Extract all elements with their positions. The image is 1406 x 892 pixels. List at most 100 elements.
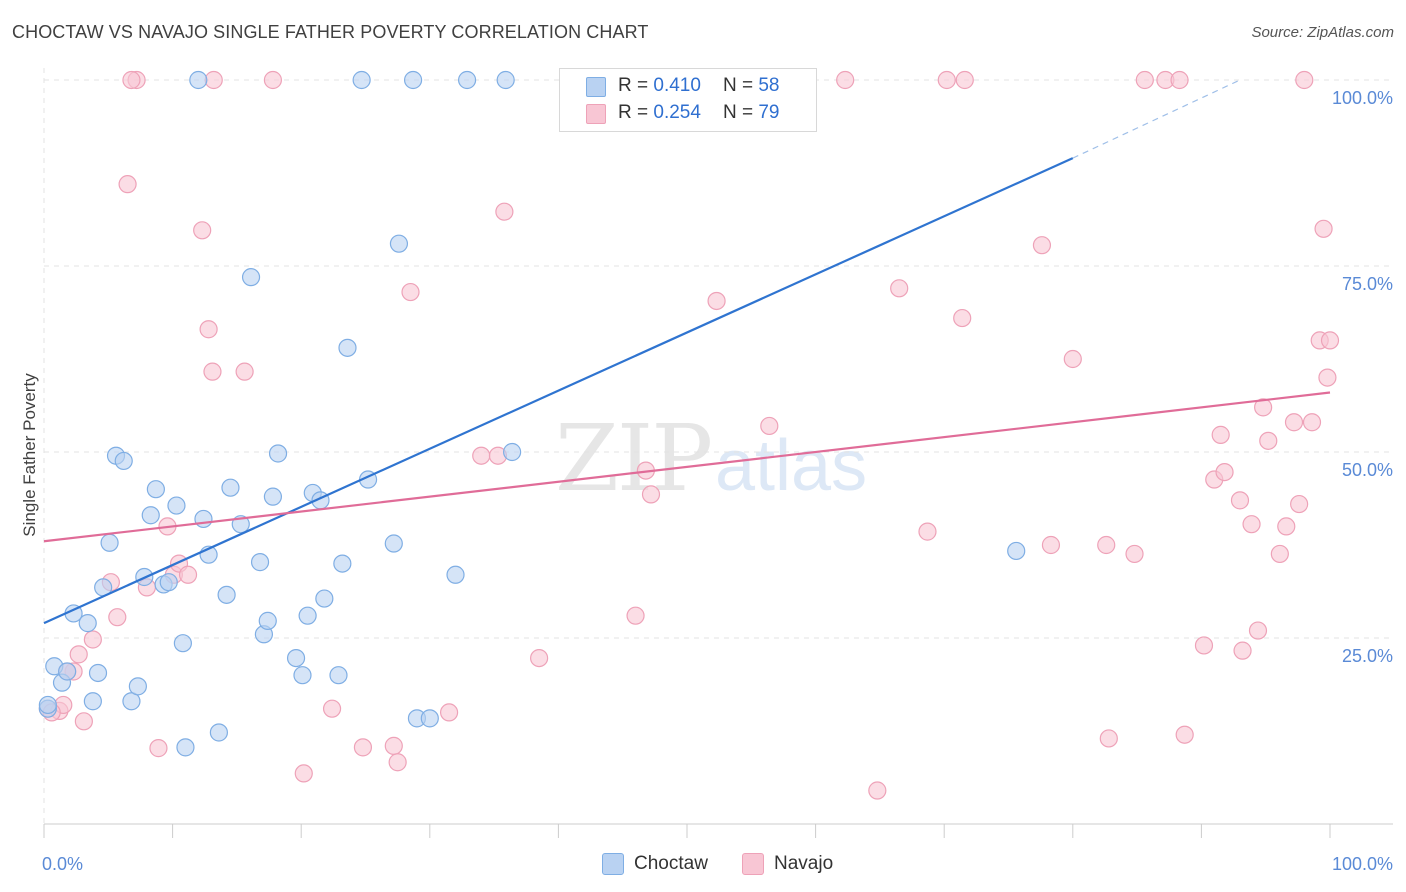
navajo-point — [1302, 413, 1322, 432]
choctaw-point — [159, 573, 178, 592]
navajo-point — [530, 648, 549, 668]
choctaw-point — [298, 606, 317, 625]
choctaw-point — [315, 589, 334, 608]
navajo-point — [1032, 236, 1052, 255]
choctaw-point — [352, 70, 371, 90]
choctaw-point — [338, 338, 357, 357]
choctaw-point — [258, 611, 277, 630]
bottom-legend-choctaw: Choctaw — [602, 852, 708, 876]
choctaw-point — [457, 70, 477, 90]
choctaw-point — [194, 509, 213, 529]
navajo-point — [193, 221, 212, 240]
choctaw-point — [446, 565, 465, 584]
navajo-point — [1230, 491, 1250, 510]
navajo-point — [495, 202, 514, 221]
choctaw-point — [217, 585, 236, 604]
bottom-legend-navajo: Navajo — [742, 852, 833, 876]
bottom-legend-label-navajo: Navajo — [774, 853, 834, 874]
choctaw-point — [286, 648, 306, 668]
navajo-point — [836, 70, 855, 90]
navajo-point — [1284, 413, 1304, 432]
legend-r-label: R = — [618, 75, 649, 96]
navajo-point — [1097, 535, 1116, 555]
navajo-point — [294, 764, 313, 783]
choctaw-trend-line — [43, 157, 1074, 625]
navajo-point — [69, 645, 88, 664]
navajo-point — [1318, 368, 1337, 387]
navajo-point — [1135, 70, 1154, 90]
navajo-point — [1248, 621, 1268, 640]
choctaw-point — [58, 662, 77, 681]
chart-title: CHOCTAW VS NAVAJO SINGLE FATHER POVERTY … — [12, 22, 649, 42]
choctaw-point — [333, 554, 352, 573]
legend-swatch-navajo — [586, 104, 606, 124]
legend-n-value: 58 — [758, 75, 780, 96]
x-tick-label-100: 100.0% — [1332, 854, 1393, 874]
choctaw-point — [189, 70, 208, 90]
navajo-point — [1314, 219, 1333, 238]
legend-n-label: N = — [722, 75, 754, 96]
y-tick-label: 25.0% — [1342, 646, 1393, 666]
navajo-point — [204, 70, 223, 90]
navajo-point — [353, 738, 373, 757]
choctaw-points — [38, 70, 1026, 757]
choctaw-point — [503, 442, 522, 462]
choctaw-point — [420, 709, 439, 728]
y-tick-labels: 25.0% 50.0% 75.0% 100.0% — [1332, 88, 1393, 666]
navajo-point — [439, 703, 459, 722]
choctaw-point — [114, 451, 133, 471]
choctaw-point — [384, 534, 403, 553]
navajo-point — [626, 606, 645, 625]
legend-swatch-choctaw — [586, 77, 606, 97]
watermark-atlas: atlas — [715, 426, 867, 506]
bottom-legend-swatch-choctaw — [602, 853, 624, 875]
choctaw-point — [128, 677, 147, 696]
stats-legend: R = 0.410 N = 58 R = 0.254 N = 79 — [559, 68, 817, 132]
navajo-point — [401, 282, 420, 302]
choctaw-point — [1007, 541, 1026, 561]
choctaw-point — [146, 480, 165, 499]
navajo-point — [918, 522, 937, 541]
navajo-point — [263, 70, 283, 90]
navajo-point — [384, 736, 403, 755]
navajo-point — [74, 712, 93, 731]
navajo-point — [1099, 729, 1118, 748]
navajo-point — [937, 70, 956, 90]
choctaw-point — [78, 614, 97, 633]
choctaw-point — [141, 506, 160, 525]
legend-n-value: 79 — [758, 102, 780, 123]
choctaw-point — [221, 478, 240, 497]
choctaw-point — [403, 70, 423, 90]
navajo-point — [1170, 70, 1189, 90]
navajo-point — [1242, 515, 1261, 534]
navajo-point — [472, 446, 491, 465]
choctaw-point — [100, 533, 119, 552]
legend-r-value: 0.410 — [653, 75, 701, 96]
legend-row-choctaw: R = 0.410 N = 58 — [618, 73, 779, 99]
choctaw-point — [173, 634, 192, 653]
choctaw-point — [263, 487, 283, 506]
choctaw-point — [209, 723, 228, 742]
choctaw-point — [241, 268, 261, 287]
choctaw-point — [38, 695, 57, 715]
legend-row-navajo: R = 0.254 N = 79 — [618, 100, 779, 126]
navajo-point — [955, 70, 974, 90]
navajo-point — [178, 565, 198, 584]
y-tick-label: 50.0% — [1342, 460, 1393, 480]
navajo-point — [388, 753, 407, 772]
navajo-point — [235, 362, 254, 381]
y-axis-label: Single Father Poverty — [20, 373, 39, 537]
navajo-point — [1211, 425, 1230, 444]
y-tick-label: 75.0% — [1342, 274, 1393, 294]
bottom-legend-swatch-navajo — [742, 853, 764, 875]
source-label: Source: ZipAtlas.com — [1251, 24, 1394, 41]
navajo-point — [122, 70, 141, 90]
navajo-point — [1259, 431, 1278, 450]
navajo-point — [118, 175, 137, 194]
legend-r-label: R = — [618, 102, 649, 123]
navajo-point — [1233, 641, 1252, 660]
choctaw-point — [88, 663, 108, 683]
navajo-point — [1175, 725, 1194, 744]
legend-n-label: N = — [722, 102, 754, 123]
